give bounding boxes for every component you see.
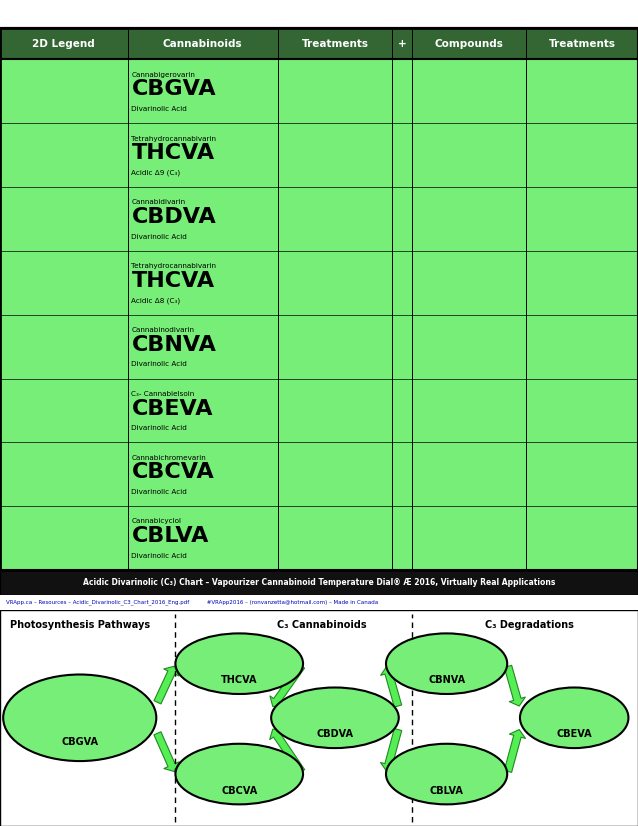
Text: Divarinolic Acid: Divarinolic Acid	[131, 234, 188, 240]
Text: Divarinolic Acid: Divarinolic Acid	[131, 425, 188, 431]
Text: CBLVA: CBLVA	[429, 786, 464, 795]
Text: Divarinolic Acid: Divarinolic Acid	[131, 489, 188, 495]
Text: CBDVA: CBDVA	[131, 207, 216, 227]
Bar	[0, 595, 638, 610]
Text: VRApp.ca – Resources – Acidic_Divarinolic_C3_Chart_2016_Eng.pdf          #VRApp2: VRApp.ca – Resources – Acidic_Divarinoli…	[6, 600, 378, 605]
Text: Tetrahydrocannabivarin: Tetrahydrocannabivarin	[131, 263, 216, 269]
Text: THCVA: THCVA	[131, 143, 214, 164]
Text: CBCVA: CBCVA	[221, 786, 257, 795]
Text: C₃- Cannabielsoin: C₃- Cannabielsoin	[131, 391, 195, 396]
Text: Treatments: Treatments	[549, 39, 616, 49]
Text: CBEVA: CBEVA	[131, 398, 213, 419]
Text: +: +	[397, 39, 406, 49]
Text: THCVA: THCVA	[221, 676, 258, 686]
Bar	[1, 188, 126, 249]
Text: CBLVA: CBLVA	[131, 526, 209, 546]
Bar	[1, 253, 126, 313]
Bar	[0, 28, 638, 59]
Ellipse shape	[3, 675, 156, 761]
Text: CBDVA: CBDVA	[316, 729, 353, 739]
Ellipse shape	[520, 687, 628, 748]
Bar	[0, 28, 638, 570]
Text: C₃ Degradations: C₃ Degradations	[485, 620, 574, 629]
Ellipse shape	[175, 743, 303, 805]
Bar	[1, 380, 126, 441]
Text: Divarinolic Acid: Divarinolic Acid	[131, 107, 188, 112]
Text: THCVA: THCVA	[131, 271, 214, 291]
Text: CBNVA: CBNVA	[428, 676, 465, 686]
Bar	[1, 125, 126, 186]
Text: Treatments: Treatments	[301, 39, 369, 49]
Text: 2D Legend: 2D Legend	[33, 39, 95, 49]
Text: CBGVA: CBGVA	[61, 737, 98, 747]
Text: C₃ Cannabinoids: C₃ Cannabinoids	[278, 620, 367, 629]
Text: Acidic Δ8 (C₃): Acidic Δ8 (C₃)	[131, 297, 181, 304]
Text: Cannabigerovarin: Cannabigerovarin	[131, 72, 195, 78]
Text: CBGVA: CBGVA	[131, 79, 216, 99]
Text: CBCVA: CBCVA	[131, 463, 214, 482]
Text: Cannabichromevarin: Cannabichromevarin	[131, 454, 206, 461]
Text: Divarinolic Acid: Divarinolic Acid	[131, 362, 188, 368]
Bar	[1, 61, 126, 121]
Text: CBEVA: CBEVA	[556, 729, 592, 739]
Text: Acidic Divarinolic (C₃) Chart – Vapourizer Cannabinoid Temperature Dial® Æ 2016,: Acidic Divarinolic (C₃) Chart – Vapouriz…	[83, 578, 555, 586]
Ellipse shape	[386, 743, 507, 805]
Bar	[1, 508, 126, 568]
Bar	[1, 316, 126, 377]
Text: Acidic Δ9 (C₃): Acidic Δ9 (C₃)	[131, 170, 181, 176]
Text: Cannabinodivarin: Cannabinodivarin	[131, 327, 195, 333]
Text: CBNVA: CBNVA	[131, 335, 216, 354]
Bar	[1, 444, 126, 505]
Text: Cannabicyclol: Cannabicyclol	[131, 519, 181, 525]
Text: Photosynthesis Pathways: Photosynthesis Pathways	[10, 620, 150, 629]
Ellipse shape	[175, 634, 303, 694]
Text: Cannabinoids: Cannabinoids	[163, 39, 242, 49]
Ellipse shape	[271, 687, 399, 748]
Text: Cannabidivarin: Cannabidivarin	[131, 199, 186, 206]
Text: Divarinolic Acid: Divarinolic Acid	[131, 553, 188, 559]
Ellipse shape	[386, 634, 507, 694]
Bar	[0, 610, 638, 826]
Text: Compounds: Compounds	[434, 39, 503, 49]
Bar	[0, 28, 638, 570]
Bar	[0, 570, 638, 595]
Text: Tetrahydrocannabivarin: Tetrahydrocannabivarin	[131, 135, 216, 141]
